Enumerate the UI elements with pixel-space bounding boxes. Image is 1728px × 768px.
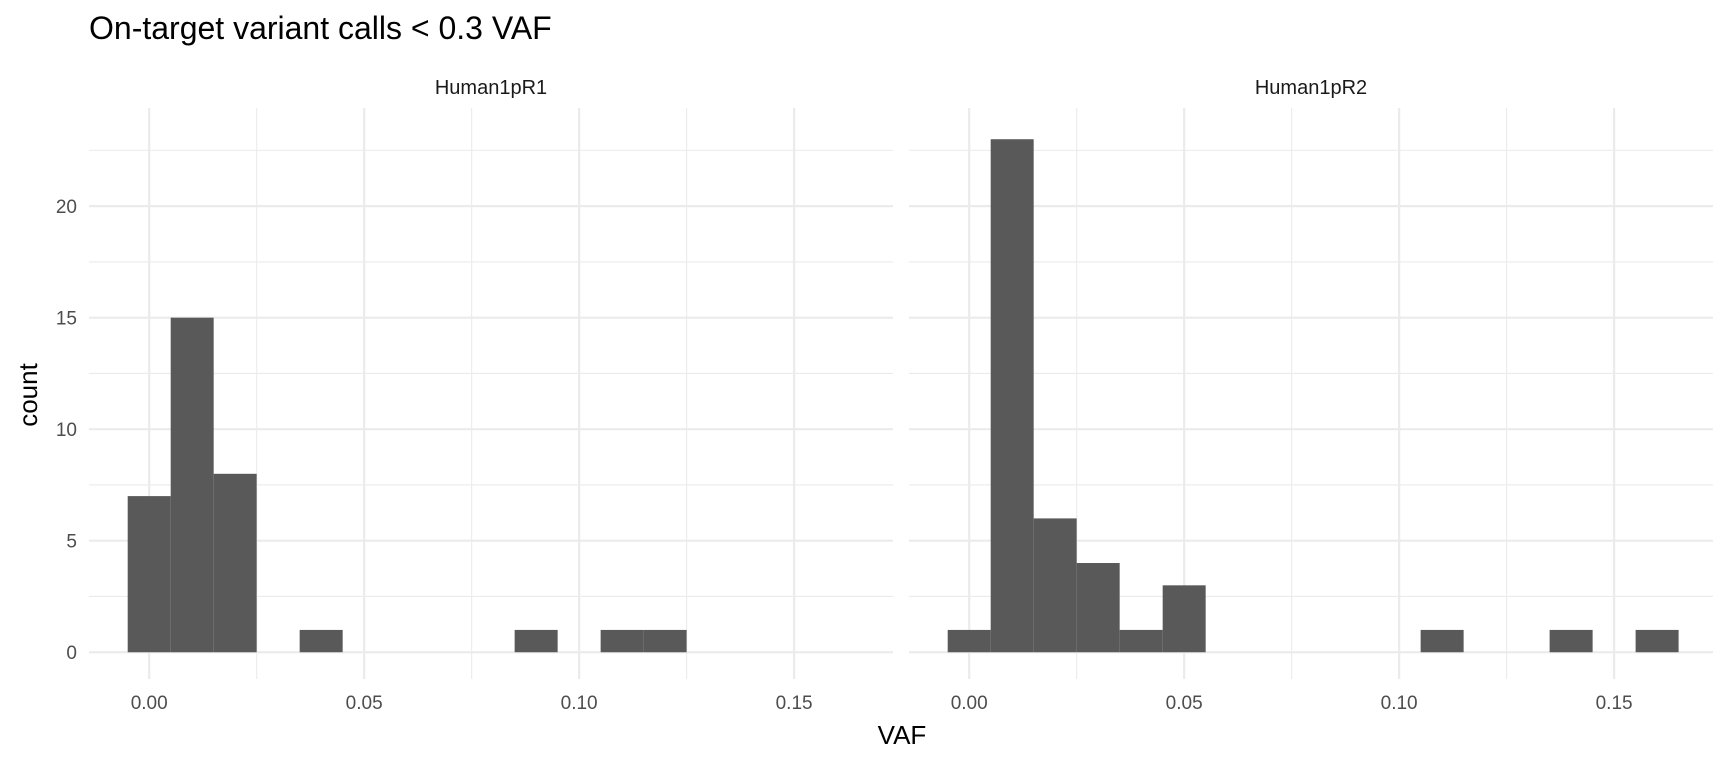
x-axis-title: VAF	[878, 720, 927, 750]
x-tick-label: 0.10	[1381, 693, 1418, 714]
histogram-bar	[1076, 563, 1120, 653]
histogram-bar	[1033, 518, 1077, 653]
y-axis-title: count	[13, 362, 43, 426]
y-tick-label: 0	[66, 643, 77, 664]
panel-Human1pR2: Human1pR2 0.00 0.05 0.10 0.15	[909, 77, 1713, 714]
x-tick-label: 0.00	[131, 693, 168, 714]
x-tick-label: 0.05	[1166, 693, 1203, 714]
panel-Human1pR1: Human1pR1 0.00 0.05 0.10 0.15 0 5 10 15 20	[56, 77, 893, 714]
histogram-bar	[643, 629, 687, 653]
histogram-bar	[1119, 629, 1163, 653]
facet-strip-label: Human1pR1	[435, 77, 547, 99]
y-tick-label: 15	[56, 309, 77, 330]
histogram-bar	[514, 629, 558, 653]
histogram-bar	[947, 629, 991, 653]
y-tick-label: 10	[56, 420, 77, 441]
x-tick-label: 0.10	[561, 693, 598, 714]
histogram-bar	[1420, 629, 1464, 653]
x-tick-label: 0.15	[776, 693, 813, 714]
x-tick-label: 0.05	[346, 693, 383, 714]
histogram-bar	[170, 317, 214, 653]
y-tick-label: 20	[56, 197, 77, 218]
histogram-bar	[1162, 585, 1206, 653]
x-tick-label: 0.15	[1596, 693, 1633, 714]
histogram-bar	[600, 629, 644, 653]
x-tick-label: 0.00	[951, 693, 988, 714]
histogram-bar	[990, 139, 1034, 653]
histogram-bar	[213, 473, 257, 653]
histogram-bar	[1549, 629, 1593, 653]
histogram-bar	[299, 629, 343, 653]
facet-strip-label: Human1pR2	[1255, 77, 1367, 99]
y-tick-label: 5	[66, 532, 77, 553]
chart-title: On-target variant calls < 0.3 VAF	[89, 10, 552, 46]
histogram-bar	[127, 496, 171, 653]
histogram-bar	[1635, 629, 1679, 653]
